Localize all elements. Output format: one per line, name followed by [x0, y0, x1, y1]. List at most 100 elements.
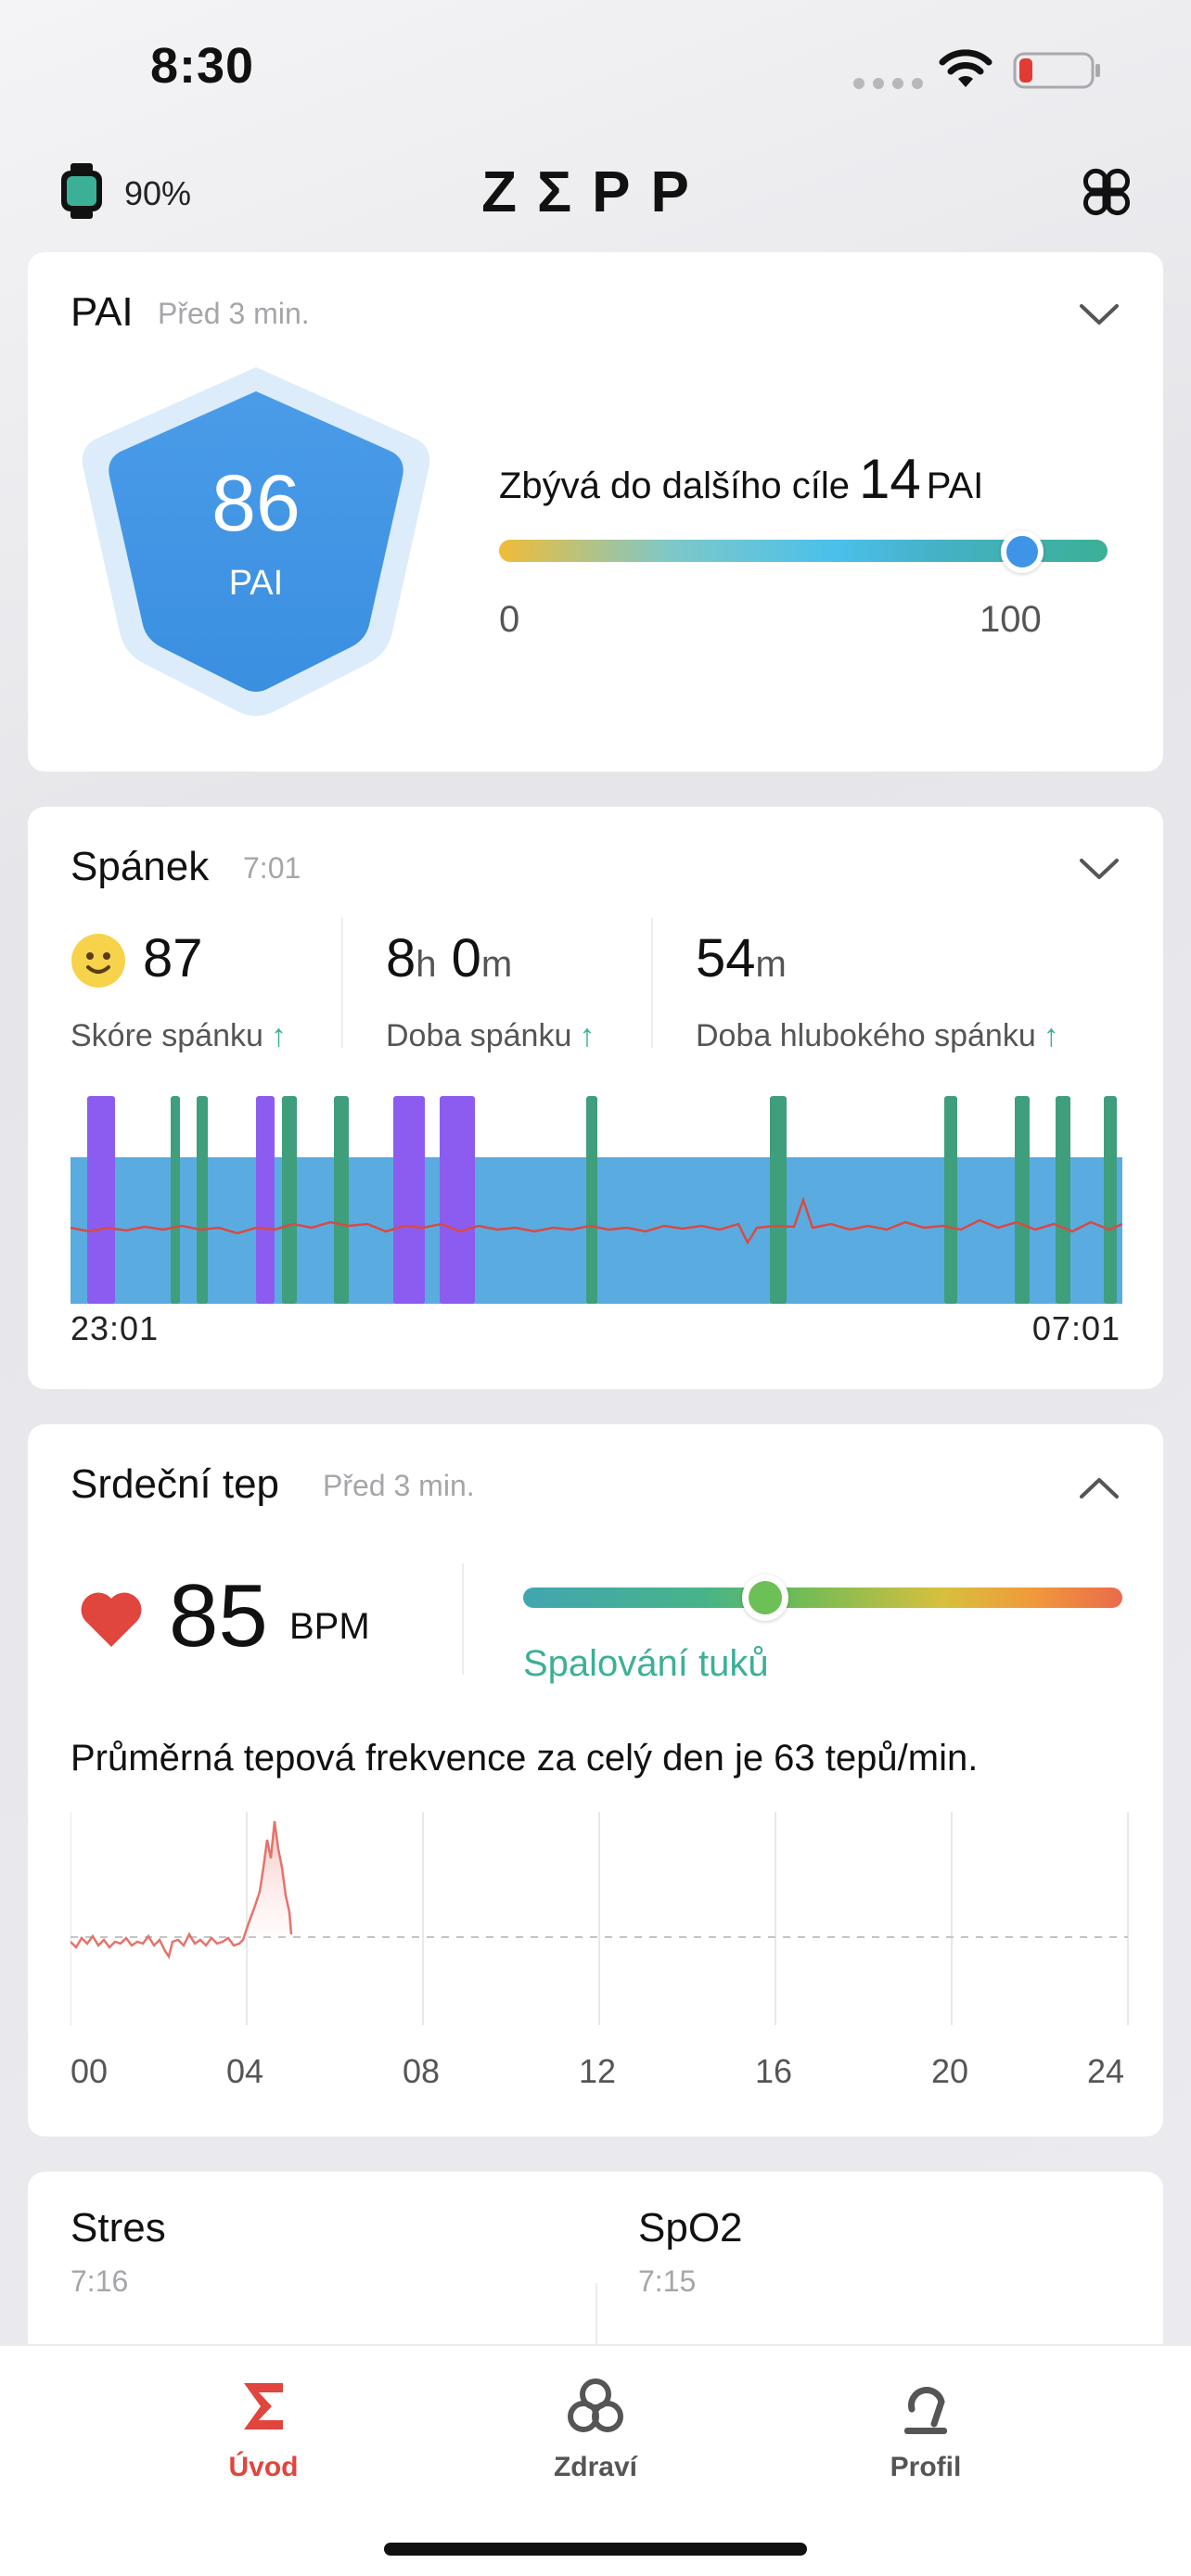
battery-icon	[1013, 52, 1100, 89]
chevron-up-icon[interactable]	[1078, 1474, 1121, 1502]
stress-time: 7:16	[70, 2264, 129, 2298]
awake-segment	[440, 1096, 475, 1304]
rem-segment	[1015, 1096, 1030, 1304]
profile-icon	[904, 2387, 947, 2434]
chevron-down-icon[interactable]	[1078, 300, 1121, 328]
divider	[596, 2283, 597, 2357]
wifi-icon	[939, 49, 992, 87]
pai-goal-unit: PAI	[926, 465, 984, 506]
deep-sleep-label: Doba hlubokého spánku ↑	[696, 1018, 1059, 1053]
trend-up-icon: ↑	[579, 1018, 596, 1053]
sleep-card[interactable]: Spánek 7:01 87 Skóre spánku ↑ 8h 0m Doba …	[28, 807, 1163, 1389]
heart-zone-track	[523, 1588, 1122, 1608]
pai-goal-text: Zbývá do dalšího cíle	[499, 465, 850, 506]
stats-card[interactable]: Stres 7:16 SpO2 7:15	[28, 2172, 1163, 2357]
trend-up-icon: ↑	[270, 1018, 287, 1053]
deep-sleep-value: 54	[696, 928, 756, 988]
awake-segment	[393, 1096, 425, 1304]
pai-updated: Před 3 min.	[158, 297, 310, 330]
rem-segment	[1104, 1096, 1117, 1304]
tab-health[interactable]: Zdraví	[503, 2374, 688, 2483]
rem-segment	[334, 1096, 349, 1304]
trend-up-icon: ↑	[1043, 1018, 1059, 1053]
pai-hexagon-icon	[82, 367, 430, 716]
sleep-title: Spánek	[70, 844, 210, 889]
rem-segment	[197, 1096, 208, 1304]
divider	[462, 1563, 464, 1675]
watch-battery: 90%	[124, 174, 192, 212]
pai-goal-remaining: 14	[859, 448, 921, 510]
status-time: 8:30	[150, 38, 255, 94]
pai-scale-min: 0	[499, 599, 520, 640]
sleep-time: 7:01	[243, 851, 301, 885]
pai-scale-max: 100	[980, 599, 1042, 640]
tab-home-label: Úvod	[228, 2452, 299, 2482]
pai-title: PAI	[70, 289, 134, 335]
x-tick-label: 24	[1087, 2052, 1124, 2090]
chevron-down-icon[interactable]	[1078, 855, 1121, 883]
smiley-icon	[71, 934, 125, 988]
x-tick-label: 20	[931, 2052, 968, 2090]
pai-unit: PAI	[228, 564, 284, 603]
pai-progress-knob	[1001, 530, 1044, 573]
pai-goal: Zbývá do dalšího cíle 14 PAI	[499, 447, 983, 511]
heart-rate-unit: BPM	[289, 1606, 370, 1647]
tab-profile-label: Profil	[890, 2452, 962, 2482]
rem-segment	[171, 1096, 180, 1304]
sleep-end-time: 07:01	[1031, 1309, 1121, 1347]
sleep-duration: 8h 0m	[386, 927, 512, 989]
rem-segment	[282, 1096, 297, 1304]
pai-value: 86	[211, 459, 301, 548]
pai-card[interactable]: PAI Před 3 min. 86 PAI Zbývá do dalšího …	[28, 252, 1163, 772]
sleep-start-time: 23:01	[70, 1309, 160, 1347]
heart-zone-label: Spalování tuků	[523, 1643, 769, 1684]
x-tick-label: 16	[755, 2052, 792, 2090]
brand-logo: ZΣPP	[481, 160, 710, 224]
tab-bar: Úvod Zdraví Profil	[0, 2344, 1191, 2576]
tab-health-label: Zdraví	[553, 2452, 638, 2482]
divider	[651, 918, 653, 1048]
heart-summary: Průměrná tepová frekvence za celý den je…	[70, 1738, 979, 1779]
top-bar: 90% ZΣPP	[0, 148, 1191, 241]
deep-sleep-unit: m	[755, 944, 787, 985]
divider	[341, 918, 343, 1048]
sleep-duration-m-unit: m	[480, 944, 513, 985]
heart-rate-value: 85	[169, 1566, 268, 1665]
spo2-title[interactable]: SpO2	[638, 2205, 743, 2251]
home-indicator	[384, 2543, 807, 2556]
heart-title: Srdeční tep	[70, 1461, 280, 1507]
health-icon	[568, 2378, 623, 2432]
stress-title[interactable]: Stres	[70, 2205, 166, 2251]
heart-rate-peak-area	[243, 1821, 291, 1940]
status-bar: 8:30	[0, 0, 1191, 139]
apps-grid-icon[interactable]	[1078, 163, 1135, 221]
rem-segment	[770, 1096, 787, 1304]
heart-icon	[81, 1592, 142, 1647]
heart-rate-chart[interactable]: 00 04 08 12 16 20 24	[70, 1812, 1146, 2109]
tab-home[interactable]: Úvod	[171, 2374, 356, 2483]
signal-icon	[853, 78, 923, 89]
heart-zone-knob	[742, 1575, 788, 1621]
heart-rate-line	[70, 1820, 293, 1960]
sleep-duration-hours: 8	[386, 928, 416, 988]
rem-segment	[944, 1096, 957, 1304]
rem-segment	[1056, 1096, 1070, 1304]
sleep-heart-rate-line	[70, 1196, 1122, 1245]
x-tick-label: 12	[579, 2052, 616, 2090]
x-tick-label: 00	[70, 2052, 108, 2090]
tab-profile[interactable]: Profil	[833, 2374, 1018, 2483]
watch-icon[interactable]	[59, 161, 104, 221]
rem-segment	[586, 1096, 597, 1304]
sleep-duration-h-unit: h	[416, 944, 437, 985]
sleep-duration-minutes: 0	[451, 928, 481, 988]
sleep-score-label: Skóre spánku ↑	[70, 1018, 287, 1053]
awake-segment	[87, 1096, 115, 1304]
sleep-score: 87	[143, 927, 203, 989]
heart-updated: Před 3 min.	[323, 1469, 475, 1502]
heart-rate-card[interactable]: Srdeční tep Před 3 min. 85 BPM Spalování…	[28, 1424, 1163, 2136]
sigma-icon	[244, 2383, 283, 2429]
sleep-score-value: 87	[143, 928, 203, 988]
awake-segment	[256, 1096, 275, 1304]
sleep-stages-chart[interactable]	[70, 1096, 1122, 1306]
sleep-duration-label: Doba spánku ↑	[386, 1018, 596, 1053]
